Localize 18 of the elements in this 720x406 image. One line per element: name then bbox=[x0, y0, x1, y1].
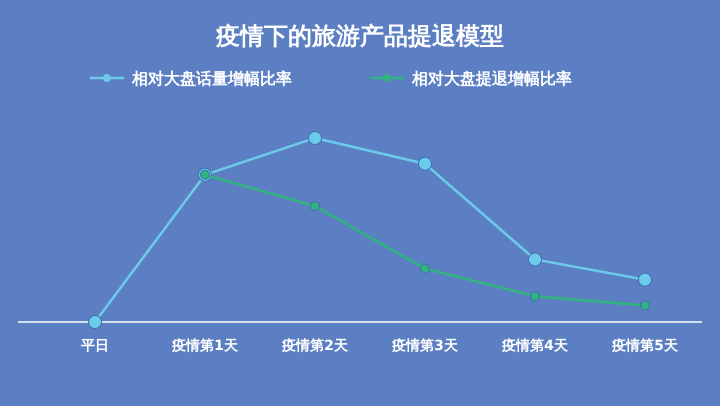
x-tick-label: 疫情第2天 bbox=[281, 337, 349, 354]
legend-label: 相对大盘提退增幅比率 bbox=[411, 69, 572, 88]
point bbox=[308, 131, 322, 145]
title: 疫情下的旅游产品提退模型 bbox=[216, 22, 504, 50]
x-tick-label: 疫情第5天 bbox=[611, 337, 679, 354]
x-tick-label: 疫情第3天 bbox=[391, 337, 459, 354]
x-tick-label: 平日 bbox=[80, 338, 109, 354]
point bbox=[530, 291, 540, 302]
point bbox=[88, 315, 102, 329]
point bbox=[640, 300, 650, 310]
point bbox=[310, 201, 320, 212]
point bbox=[528, 252, 542, 266]
point bbox=[418, 156, 432, 171]
point bbox=[638, 272, 652, 287]
point bbox=[420, 264, 430, 274]
x-tick-label: 疫情第1天 bbox=[171, 337, 239, 354]
x-tick-label: 疫情第4天 bbox=[501, 337, 569, 354]
legend-label: 相对大盘话量增幅比率 bbox=[131, 69, 292, 88]
